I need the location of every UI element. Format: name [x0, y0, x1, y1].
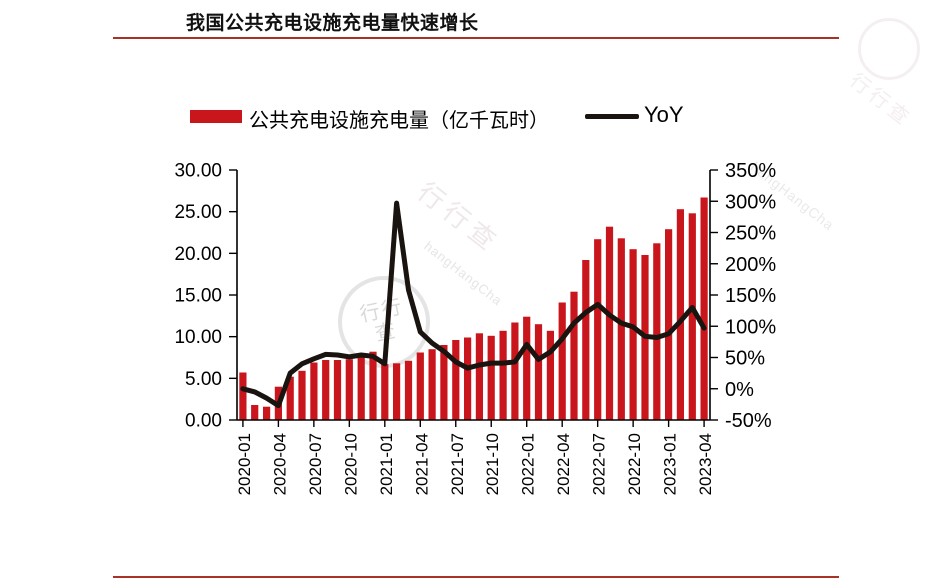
bar-2020-02 [251, 405, 259, 420]
bar-2023-01 [665, 229, 673, 420]
left-tick-label: 30.00 [174, 161, 222, 182]
bar-2020-12 [369, 351, 377, 420]
bar-2020-09 [333, 360, 342, 420]
bar-2020-03 [263, 406, 271, 420]
x-tick-label: 2021-10 [483, 433, 502, 495]
top-rule [113, 37, 839, 39]
x-tick-label: 2020-04 [270, 433, 289, 495]
right-tick-label: 150% [725, 285, 776, 307]
bar-2021-06 [440, 345, 448, 420]
bar-legend-swatch [190, 110, 242, 123]
chart-title: 我国公共充电设施充电量快速增长 [186, 13, 479, 34]
x-tick-label: 2021-01 [377, 433, 396, 495]
bar-2022-03 [546, 330, 554, 420]
right-tick-label: 100% [725, 316, 776, 338]
left-tick-label: 25.00 [174, 202, 222, 223]
x-tick-label: 2022-10 [625, 433, 644, 495]
right-tick-label: 0% [725, 379, 754, 401]
bar-2020-10 [345, 359, 353, 420]
bar-2020-11 [357, 355, 365, 420]
left-tick-label: 15.00 [174, 286, 222, 307]
x-tick-label: 2022-01 [519, 433, 538, 495]
left-tick-label: 10.00 [174, 327, 222, 348]
x-tick-label: 2022-04 [554, 433, 573, 495]
bar-2021-09 [475, 333, 483, 420]
bar-2022-09 [617, 238, 625, 420]
bar-2023-04 [700, 197, 708, 420]
bar-2022-07 [594, 239, 602, 420]
bar-2023-02 [676, 209, 684, 420]
bar-2022-05 [570, 291, 578, 420]
x-tick-label: 2020-01 [235, 433, 254, 495]
x-tick-label: 2021-04 [412, 433, 431, 495]
right-tick-label: 300% [725, 191, 776, 213]
x-tick-label: 2023-01 [661, 433, 680, 495]
bar-2020-07 [310, 362, 318, 420]
x-tick-label: 2023-04 [696, 433, 715, 495]
line-legend-label: YoY [644, 102, 684, 127]
right-tick-label: 50% [725, 348, 765, 370]
bar-2021-05 [428, 349, 436, 420]
bar-legend-label: 公共充电设施充电量（亿千瓦时） [249, 110, 549, 132]
x-tick-label: 2020-10 [341, 433, 360, 495]
bottom-rule [113, 576, 839, 578]
bar-2020-06 [298, 370, 306, 420]
bar-2022-04 [558, 302, 566, 420]
bar-2021-11 [499, 330, 507, 420]
yoy-line [240, 200, 707, 409]
bar-2022-12 [653, 243, 661, 420]
bar-2021-10 [487, 335, 495, 420]
bar-2022-01 [523, 316, 531, 420]
bar-2021-01 [381, 364, 389, 420]
bar-2021-04 [416, 352, 424, 420]
x-tick-label: 2020-07 [306, 433, 325, 495]
bar-2021-03 [404, 360, 413, 420]
right-tick-label: -50% [725, 410, 772, 432]
bar-2022-06 [582, 260, 590, 420]
bar-2021-02 [393, 363, 401, 420]
bar-2023-03 [688, 213, 696, 420]
bar-2021-12 [511, 322, 519, 420]
bar-2020-01 [239, 372, 247, 420]
left-tick-label: 5.00 [185, 369, 222, 390]
right-tick-label: 200% [725, 254, 776, 276]
x-tick-label: 2021-07 [448, 433, 467, 495]
bar-2021-07 [452, 340, 460, 420]
right-tick-label: 250% [725, 223, 776, 245]
bar-2020-08 [322, 360, 330, 420]
bar-2021-08 [464, 337, 472, 420]
bar-2020-05 [286, 376, 294, 420]
left-tick-label: 0.00 [185, 411, 222, 432]
bar-2022-08 [605, 226, 614, 420]
bar-2022-02 [534, 324, 543, 420]
left-tick-label: 20.00 [174, 244, 222, 265]
axes [236, 170, 711, 421]
line-legend-swatch [585, 114, 639, 119]
bar-2022-10 [629, 249, 637, 420]
right-tick-label: 350% [725, 160, 776, 182]
x-tick-label: 2022-07 [590, 433, 609, 495]
